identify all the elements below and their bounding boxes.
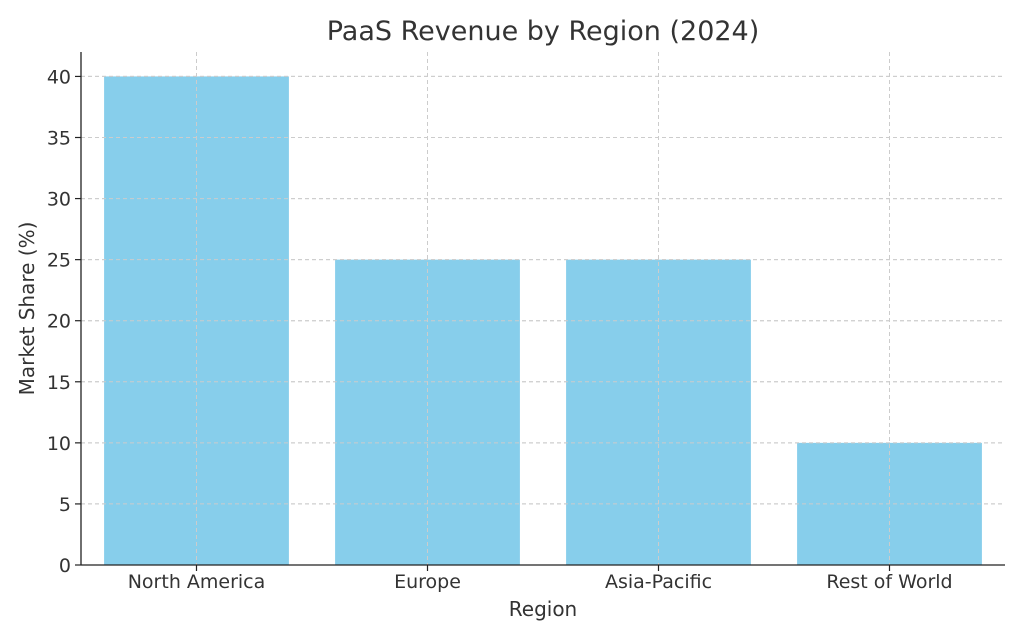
chart-title: PaaS Revenue by Region (2024) (327, 16, 760, 47)
y-tick-label: 10 (47, 433, 71, 455)
y-tick-label: 35 (47, 128, 71, 150)
y-tick-label: 25 (47, 250, 71, 272)
y-tick-label: 15 (47, 372, 71, 394)
x-tick-label: Rest of World (826, 571, 952, 593)
x-axis-label: Region (509, 597, 577, 621)
y-tick-label: 5 (59, 494, 71, 516)
y-tick-label: 20 (47, 311, 71, 333)
y-axis-label: Market Share (%) (15, 222, 39, 396)
y-tick-label: 40 (47, 66, 71, 88)
x-tick-label: North America (128, 571, 266, 593)
y-tick-label: 0 (59, 555, 71, 577)
x-tick-label: Europe (394, 571, 461, 593)
axes (80, 52, 1005, 566)
x-tick-label: Asia-Pacific (605, 571, 712, 593)
y-tick-label: 30 (47, 189, 71, 211)
